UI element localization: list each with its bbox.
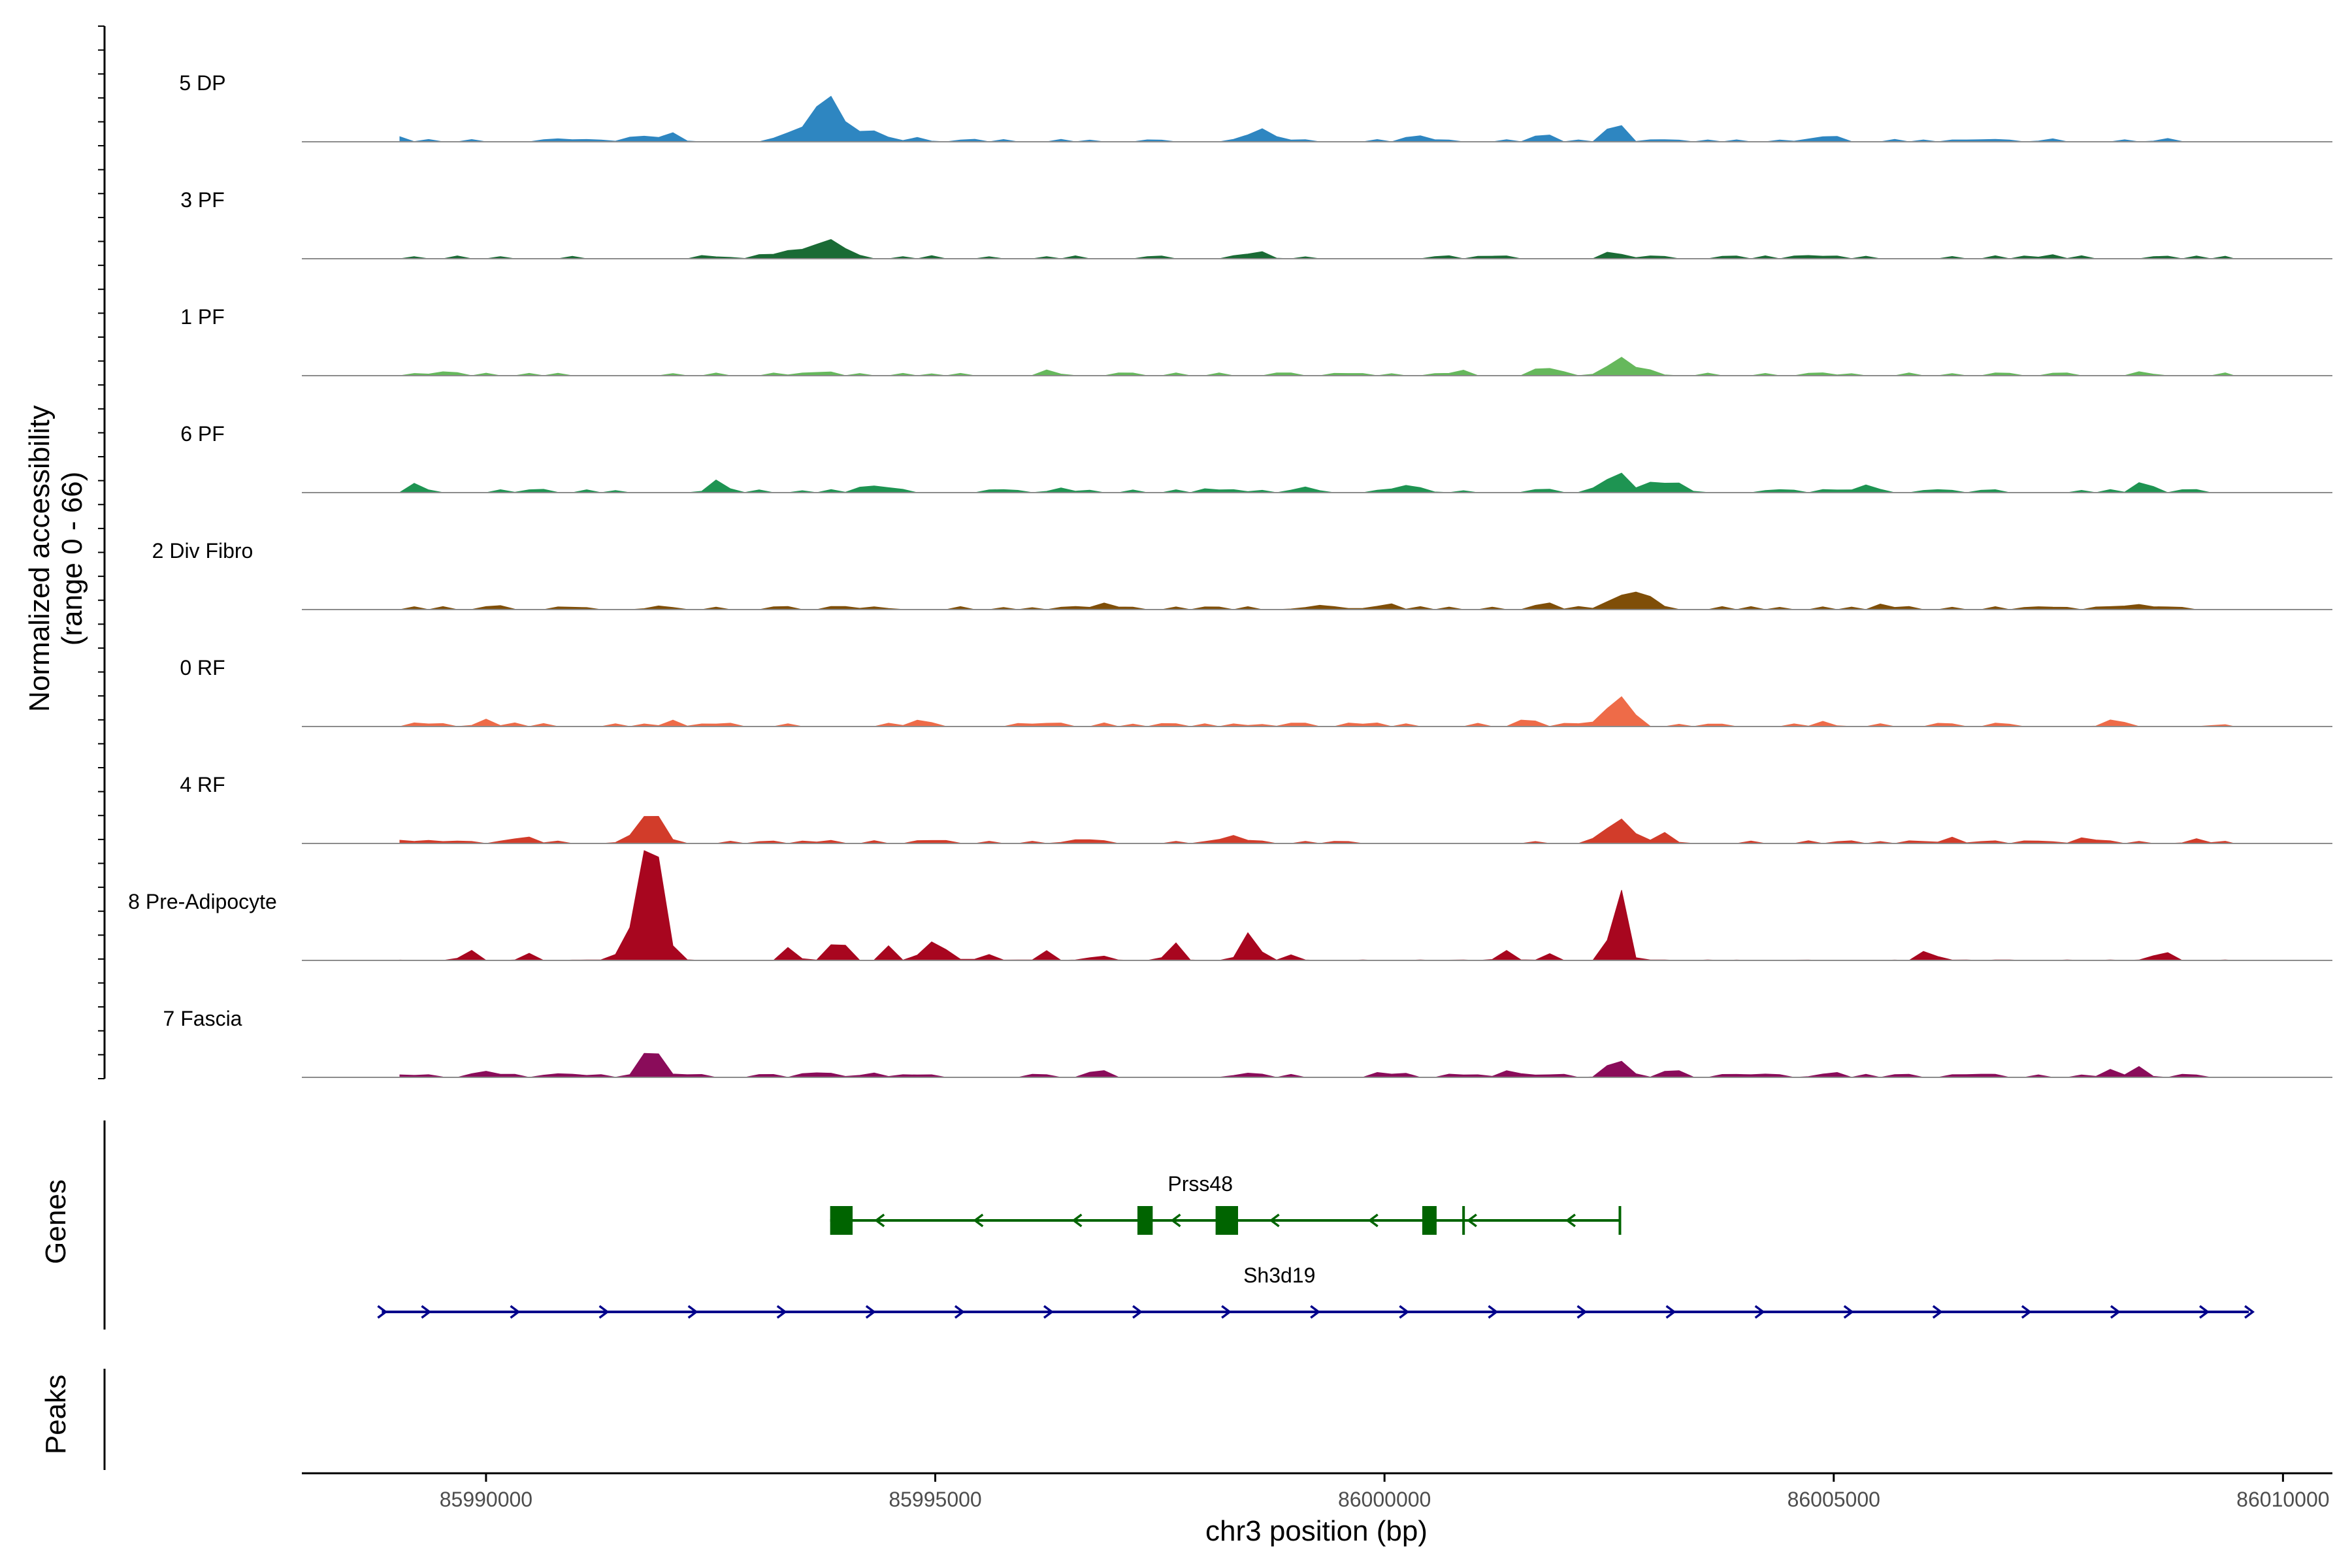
track-label: 0 RF xyxy=(180,656,225,679)
y-axis-title-line1: Normalized accessibility xyxy=(24,405,56,711)
genes-layer: Prss48 Sh3d19 xyxy=(377,1172,2255,1319)
track-6-pf: 6 PF xyxy=(180,422,2332,493)
track-2-div-fibro: 2 Div Fibro xyxy=(152,539,2332,610)
x-tick-label: 86000000 xyxy=(1338,1488,1431,1511)
coverage-area xyxy=(399,357,2235,376)
strand-arrow xyxy=(377,1305,388,1319)
strand-arrow xyxy=(1843,1305,1854,1319)
strand-arrow xyxy=(973,1213,984,1228)
strand-arrow xyxy=(1310,1305,1321,1319)
exon xyxy=(1422,1206,1437,1235)
tracks-layer: 5 DP 3 PF 1 PF 6 PF 2 Div Fibro 0 RF 4 RF 8 Pre… xyxy=(128,71,2332,1078)
coverage-area xyxy=(399,591,2234,610)
strand-arrow xyxy=(2199,1305,2210,1319)
strand-arrow xyxy=(1565,1213,1576,1228)
strand-arrow xyxy=(1932,1305,1943,1319)
track-5-dp: 5 DP xyxy=(179,71,2332,142)
coverage-area xyxy=(399,95,2234,142)
track-label: 7 Fascia xyxy=(163,1007,242,1030)
strand-arrow xyxy=(598,1305,610,1319)
strand-arrow xyxy=(1221,1305,1232,1319)
strand-arrow xyxy=(2110,1305,2121,1319)
gene-label: Prss48 xyxy=(1168,1172,1233,1196)
gene-prss48: Prss48 xyxy=(830,1172,1622,1235)
gene-sh3d19: Sh3d19 xyxy=(377,1264,2255,1319)
strand-arrow xyxy=(1367,1213,1379,1228)
track-label: 6 PF xyxy=(180,422,225,446)
track-label: 5 DP xyxy=(179,71,225,95)
strand-arrow xyxy=(865,1305,876,1319)
strand-arrow xyxy=(2021,1305,2032,1319)
track-3-pf: 3 PF xyxy=(180,188,2332,259)
strand-arrow xyxy=(1071,1213,1083,1228)
peaks-panel-label: Peaks xyxy=(40,1375,72,1454)
strand-arrow xyxy=(1754,1305,1765,1319)
track-label: 2 Div Fibro xyxy=(152,539,253,563)
track-label: 3 PF xyxy=(180,188,225,212)
coverage-area xyxy=(399,696,2235,727)
exon xyxy=(830,1206,853,1235)
strand-arrow xyxy=(2244,1305,2255,1319)
track-0-rf: 0 RF xyxy=(180,656,2332,727)
coverage-area xyxy=(399,238,2235,259)
x-axis: 85990000 85995000 86000000 86005000 86010000 xyxy=(98,25,2332,1511)
strand-arrow xyxy=(1269,1213,1280,1228)
strand-arrow xyxy=(1466,1213,1477,1228)
track-label: 1 PF xyxy=(180,305,225,329)
x-tick-label: 85990000 xyxy=(440,1488,532,1511)
y-axis-title-line2: (range 0 - 66) xyxy=(56,472,88,646)
strand-arrow xyxy=(1665,1305,1676,1319)
gene-label: Sh3d19 xyxy=(1243,1264,1315,1287)
x-axis-title: chr3 position (bp) xyxy=(1205,1515,1428,1547)
strand-arrow xyxy=(954,1305,965,1319)
exon xyxy=(1215,1206,1238,1235)
strand-arrow xyxy=(874,1213,885,1228)
strand-arrow xyxy=(1399,1305,1410,1319)
genes-panel-label: Genes xyxy=(40,1179,72,1264)
track-4-rf: 4 RF xyxy=(180,773,2332,844)
track-1-pf: 1 PF xyxy=(180,305,2332,376)
coverage-area xyxy=(399,850,2235,961)
x-tick-label: 86005000 xyxy=(1788,1488,1880,1511)
strand-arrow xyxy=(1576,1305,1588,1319)
strand-arrow xyxy=(421,1305,432,1319)
coverage-area xyxy=(399,1053,2234,1078)
x-tick-label: 86010000 xyxy=(2236,1488,2329,1511)
track-label: 8 Pre-Adipocyte xyxy=(128,890,277,913)
track-8-pre-adipocyte: 8 Pre-Adipocyte xyxy=(128,850,2332,961)
exon xyxy=(1137,1206,1153,1235)
track-7-fascia: 7 Fascia xyxy=(163,1007,2332,1078)
strand-arrow xyxy=(1488,1305,1499,1319)
x-tick-label: 85995000 xyxy=(889,1488,981,1511)
coverage-area xyxy=(399,472,2234,493)
strand-arrow xyxy=(1043,1305,1054,1319)
track-label: 4 RF xyxy=(180,773,225,796)
strand-arrow xyxy=(687,1305,698,1319)
strand-arrow xyxy=(1132,1305,1143,1319)
strand-arrow xyxy=(1170,1213,1181,1228)
strand-arrow xyxy=(510,1305,521,1319)
coverage-area xyxy=(399,815,2235,844)
strand-arrow xyxy=(776,1305,787,1319)
